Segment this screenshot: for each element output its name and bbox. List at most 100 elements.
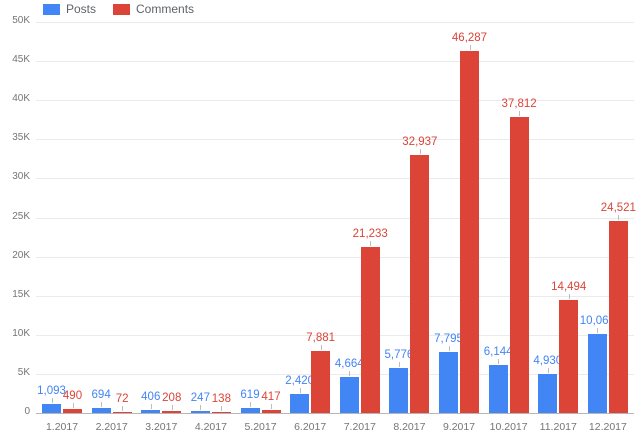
x-axis-tick-label: 2.2017 bbox=[95, 421, 128, 433]
bar-group: 2,420 7,881 6.2017 bbox=[285, 22, 335, 433]
bar-group: 1,093 490 1.2017 bbox=[37, 22, 82, 433]
gridline bbox=[36, 139, 634, 141]
plot-area: 1,093 490 1.2017 694 72 2.2017 406 208 3.2017 247… bbox=[36, 22, 636, 433]
bar-posts[interactable] bbox=[42, 404, 61, 413]
bar-posts[interactable] bbox=[587, 334, 607, 413]
annotation-stem bbox=[349, 371, 351, 376]
bar-column-comments: 72 bbox=[112, 22, 132, 413]
gridline bbox=[36, 295, 634, 297]
bar-value-label: 46,287 bbox=[451, 32, 488, 44]
bar-comments[interactable] bbox=[608, 221, 628, 413]
bar-posts[interactable] bbox=[538, 374, 558, 413]
bar-value-label: 14,494 bbox=[551, 281, 587, 293]
bar-posts[interactable] bbox=[91, 408, 111, 413]
annotation-stem bbox=[101, 402, 103, 407]
gridline bbox=[36, 178, 634, 180]
bar-posts[interactable] bbox=[141, 410, 161, 413]
bar-value-label: 21,233 bbox=[352, 228, 388, 240]
y-axis-tick-label: 10K bbox=[12, 327, 30, 339]
bar-posts[interactable] bbox=[389, 368, 409, 413]
bar-column-posts: 5,776 bbox=[384, 22, 413, 413]
y-axis-tick-label: 25K bbox=[12, 210, 30, 222]
bar-value-label: 6,144 bbox=[483, 346, 513, 358]
bar-column-posts: 619 bbox=[240, 22, 260, 413]
x-axis-tick-label: 3.2017 bbox=[145, 421, 178, 433]
bar-column-comments: 46,287 bbox=[452, 22, 487, 413]
bar-comments[interactable] bbox=[261, 410, 281, 413]
gridline bbox=[36, 334, 634, 336]
x-axis-tick-label: 6.2017 bbox=[294, 421, 327, 433]
bar-group: 10,067 24,521 12.2017 bbox=[580, 22, 636, 433]
y-axis-tick-label: 20K bbox=[12, 249, 30, 261]
annotation-stem bbox=[519, 111, 521, 116]
bar-posts[interactable] bbox=[488, 365, 508, 413]
x-axis-tick-label: 5.2017 bbox=[244, 421, 277, 433]
bar-group: 5,776 32,937 8.2017 bbox=[384, 22, 437, 433]
bar-comments[interactable] bbox=[360, 247, 380, 413]
bar-column-comments: 21,233 bbox=[353, 22, 388, 413]
bar-posts[interactable] bbox=[290, 394, 310, 413]
bar-column-posts: 2,420 bbox=[285, 22, 314, 413]
bar-value-label: 694 bbox=[91, 389, 111, 401]
annotation-stem bbox=[448, 346, 450, 351]
annotation-stem bbox=[72, 403, 74, 408]
bar-column-comments: 37,812 bbox=[502, 22, 537, 413]
bar-comments[interactable] bbox=[211, 412, 231, 413]
bar-comments[interactable] bbox=[410, 155, 430, 413]
annotation-stem bbox=[171, 405, 173, 410]
bar-comments[interactable] bbox=[63, 409, 82, 413]
bar-value-label: 490 bbox=[62, 390, 83, 402]
bar-value-label: 10,067 bbox=[579, 315, 615, 327]
x-axis-baseline bbox=[36, 413, 634, 414]
bar-column-posts: 6,144 bbox=[484, 22, 513, 413]
bar-value-label: 4,664 bbox=[334, 358, 364, 370]
y-axis-tick-label: 35K bbox=[12, 132, 30, 144]
bar-comments[interactable] bbox=[509, 117, 529, 413]
bar-posts[interactable] bbox=[240, 408, 260, 413]
bar-comments[interactable] bbox=[460, 51, 479, 413]
annotation-stem bbox=[200, 405, 202, 410]
x-axis-tick-label: 4.2017 bbox=[194, 421, 227, 433]
bar-group: 7,795 46,287 9.2017 bbox=[434, 22, 487, 433]
bar-column-posts: 247 bbox=[191, 22, 210, 413]
legend: Posts Comments bbox=[43, 2, 194, 16]
y-axis-tick-label: 45K bbox=[12, 54, 30, 66]
bar-posts[interactable] bbox=[339, 377, 359, 413]
bar-comments[interactable] bbox=[162, 411, 182, 413]
annotation-stem bbox=[398, 362, 400, 367]
bar-comments[interactable] bbox=[112, 412, 132, 413]
annotation-stem bbox=[419, 149, 421, 154]
bar-value-label: 417 bbox=[261, 391, 281, 403]
bar-posts[interactable] bbox=[439, 352, 458, 413]
bar-value-label: 5,776 bbox=[384, 349, 414, 361]
annotation-stem bbox=[221, 406, 223, 411]
comments-legend-swatch bbox=[113, 3, 131, 15]
x-axis-tick-label: 10.2017 bbox=[489, 421, 528, 433]
bar-column-comments: 490 bbox=[63, 22, 82, 413]
annotation-stem bbox=[122, 406, 124, 411]
y-axis-tick-label: 50K bbox=[12, 15, 30, 26]
bar-column-posts: 4,930 bbox=[533, 22, 562, 413]
bar-column-comments: 417 bbox=[261, 22, 281, 413]
bar-comments[interactable] bbox=[311, 351, 331, 413]
y-axis-labels: 0 5K 10K 15K 20K 25K 30K 35K 40K 45K 50K bbox=[0, 15, 30, 417]
comments-legend-label: Comments bbox=[136, 2, 195, 16]
gridline bbox=[36, 22, 634, 23]
y-axis-tick-label: 0 bbox=[24, 406, 30, 417]
x-axis-tick-label: 12.2017 bbox=[588, 421, 627, 433]
bar-column-posts: 10,067 bbox=[580, 22, 615, 413]
bar-value-label: 4,930 bbox=[533, 355, 563, 367]
bar-posts[interactable] bbox=[190, 411, 210, 413]
bar-column-posts: 7,795 bbox=[434, 22, 463, 413]
annotation-stem bbox=[597, 328, 599, 333]
bar-group: 694 72 2.2017 bbox=[91, 22, 132, 433]
annotation-stem bbox=[271, 404, 272, 409]
annotation-stem bbox=[299, 388, 301, 393]
bar-column-comments: 14,494 bbox=[551, 22, 586, 413]
bar-value-label: 619 bbox=[240, 389, 260, 401]
x-axis-tick-label: 11.2017 bbox=[539, 421, 577, 433]
bar-comments[interactable] bbox=[559, 300, 579, 413]
annotation-stem bbox=[320, 345, 322, 350]
bar-value-label: 32,937 bbox=[402, 136, 438, 148]
